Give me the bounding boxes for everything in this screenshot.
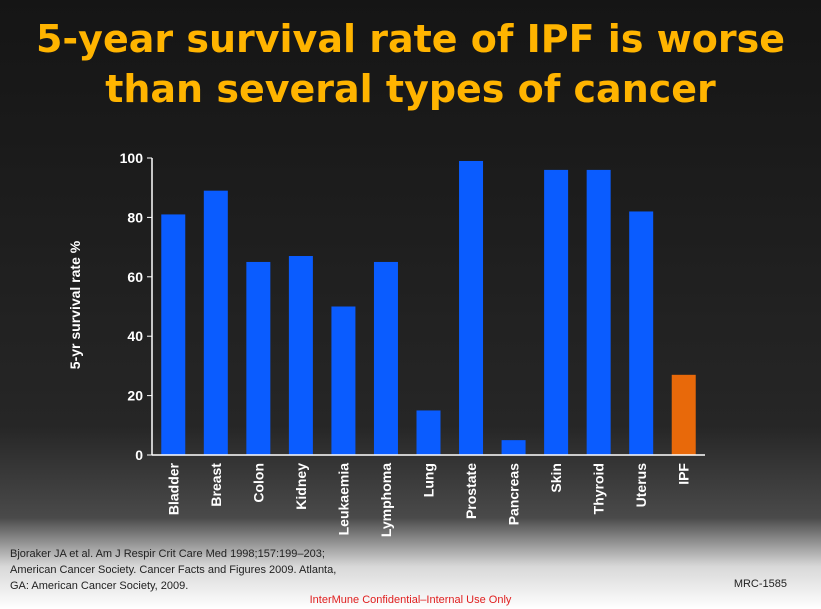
x-tick-label: Leukaemia (335, 463, 351, 536)
bar-skin (544, 170, 568, 455)
bar-breast (204, 191, 228, 455)
references: Bjoraker JA et al. Am J Respir Crit Care… (10, 546, 370, 594)
x-tick-label: Uterus (633, 463, 649, 508)
bar-lymphoma (374, 262, 398, 455)
bar-bladder (161, 214, 185, 455)
y-tick-label: 60 (127, 269, 143, 285)
y-tick-label: 40 (127, 328, 143, 344)
bar-kidney (289, 256, 313, 455)
confidential-notice: InterMune Confidential–Internal Use Only (0, 594, 821, 606)
x-tick-label: Lymphoma (378, 463, 394, 537)
bar-pancreas (502, 440, 526, 455)
bar-chart: 0 20 40 60 80 100 Bladder Breast Colon Kidney Leu… (0, 0, 821, 609)
bar-colon (246, 262, 270, 455)
x-tick-label: Prostate (463, 463, 479, 519)
x-tick-label: Thyroid (591, 463, 607, 514)
x-tick-label: Pancreas (506, 463, 522, 525)
y-tick-label: 0 (135, 447, 143, 463)
y-tick-label: 20 (127, 388, 143, 404)
y-tick-label: 100 (120, 150, 144, 166)
x-tick-label: Breast (208, 463, 224, 507)
x-tick-label: IPF (676, 463, 692, 485)
bar-ipf (672, 375, 696, 455)
bar-uterus (629, 211, 653, 455)
x-tick-label: Bladder (165, 462, 181, 515)
bar-leukaemia (331, 307, 355, 456)
reference-line: Bjoraker JA et al. Am J Respir Crit Care… (10, 546, 370, 562)
x-tick-label: Colon (250, 463, 266, 503)
x-tick-label: Kidney (293, 463, 309, 510)
reference-line: American Cancer Society. Cancer Facts an… (10, 562, 370, 578)
reference-line: GA: American Cancer Society, 2009. (10, 578, 370, 594)
y-axis-label: 5-yr survival rate % (67, 240, 83, 369)
bar-prostate (459, 161, 483, 455)
document-id: MRC-1585 (734, 578, 787, 590)
x-tick-label: Lung (421, 463, 437, 497)
bar-thyroid (587, 170, 611, 455)
x-tick-label: Skin (548, 463, 564, 493)
y-tick-label: 80 (127, 209, 143, 225)
bar-lung (417, 410, 441, 455)
